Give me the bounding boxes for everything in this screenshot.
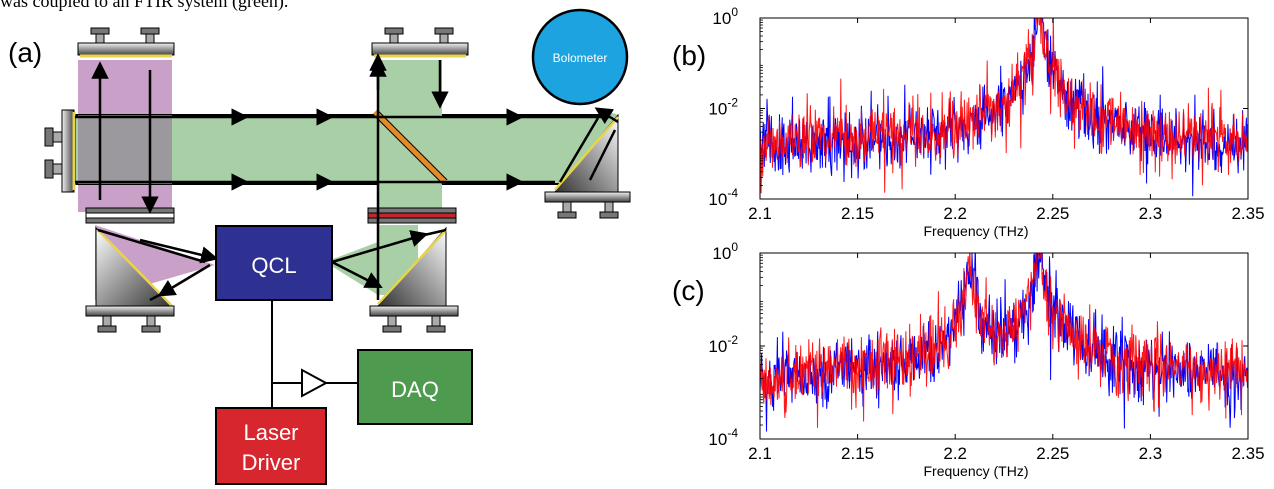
x-tick-label: 2.1 bbox=[748, 444, 772, 463]
y-tick-label: 10-2 bbox=[708, 96, 738, 119]
y-tick-label: 10-2 bbox=[708, 333, 738, 356]
qcl-label: QCL bbox=[251, 253, 296, 278]
spectrum-chart-b: 2.1 2.15 2.2 2.25 2.3 2.35 100 10-2 10-4 Frequenc… bbox=[708, 5, 1264, 239]
x-tick-label: 2.2 bbox=[943, 204, 967, 223]
y-tick-exponent: 0 bbox=[731, 240, 738, 254]
top-mirror-left bbox=[77, 27, 175, 58]
x-tick-label: 2.15 bbox=[841, 204, 874, 223]
daq-box: DAQ bbox=[357, 349, 473, 425]
x-tick-label: 2.15 bbox=[841, 444, 874, 463]
x-tick-label: 2.35 bbox=[1231, 204, 1264, 223]
setup-diagram: (a) bbox=[8, 8, 631, 485]
parabolic-mirror-left bbox=[85, 226, 175, 333]
parabolic-mirror-middle bbox=[369, 226, 459, 333]
panel-label-a: (a) bbox=[8, 37, 42, 68]
y-tick-exponent: 0 bbox=[731, 5, 738, 19]
x-tick-label: 2.3 bbox=[1139, 444, 1163, 463]
end-mirror-left bbox=[44, 109, 76, 193]
parabolic-mirror-right bbox=[544, 113, 631, 219]
x-axis-title: Frequency (THz) bbox=[923, 223, 1028, 239]
series-line-red bbox=[760, 18, 1248, 194]
y-tick-exponent: -4 bbox=[727, 426, 738, 440]
x-tick-label: 2.25 bbox=[1036, 204, 1069, 223]
x-tick-label: 2.3 bbox=[1139, 204, 1163, 223]
panel-label-b: (b) bbox=[672, 40, 706, 71]
y-tick-exponent: -2 bbox=[727, 96, 738, 110]
daq-label: DAQ bbox=[391, 377, 439, 402]
y-tick-label: 10-4 bbox=[708, 426, 738, 449]
y-tick-label: 100 bbox=[712, 5, 738, 28]
window-middle bbox=[367, 207, 457, 224]
laser-driver-label-line1: Laser bbox=[243, 420, 298, 445]
laser-driver-box: Laser Driver bbox=[215, 407, 327, 485]
x-tick-label: 2.35 bbox=[1231, 444, 1264, 463]
series-line-red bbox=[760, 253, 1248, 428]
x-tick-label: 2.1 bbox=[748, 204, 772, 223]
top-mirror-middle bbox=[371, 27, 469, 58]
x-tick-label: 2.2 bbox=[943, 444, 967, 463]
ftir-beam-vertical bbox=[378, 60, 442, 210]
bolometer: Bolometer bbox=[531, 8, 629, 106]
y-tick-exponent: -2 bbox=[727, 333, 738, 347]
spectrum-chart-c: 2.1 2.15 2.2 2.25 2.3 2.35 100 10-2 10-4 Frequenc… bbox=[708, 240, 1264, 479]
panel-label-c: (c) bbox=[672, 275, 705, 306]
qcl-box: QCL bbox=[215, 225, 333, 301]
x-tick-label: 2.25 bbox=[1036, 444, 1069, 463]
x-axis-title: Frequency (THz) bbox=[923, 463, 1028, 479]
window-left bbox=[85, 207, 175, 224]
caption-fragment: was coupled to an FTIR system (green). bbox=[0, 0, 289, 11]
y-tick-label: 100 bbox=[712, 240, 738, 263]
beam-lines bbox=[75, 53, 619, 302]
wiring bbox=[271, 300, 358, 408]
y-tick-label: 10-4 bbox=[708, 186, 738, 209]
y-tick-exponent: -4 bbox=[727, 186, 738, 200]
bolometer-label: Bolometer bbox=[553, 51, 608, 65]
laser-driver-label-line2: Driver bbox=[242, 450, 301, 475]
